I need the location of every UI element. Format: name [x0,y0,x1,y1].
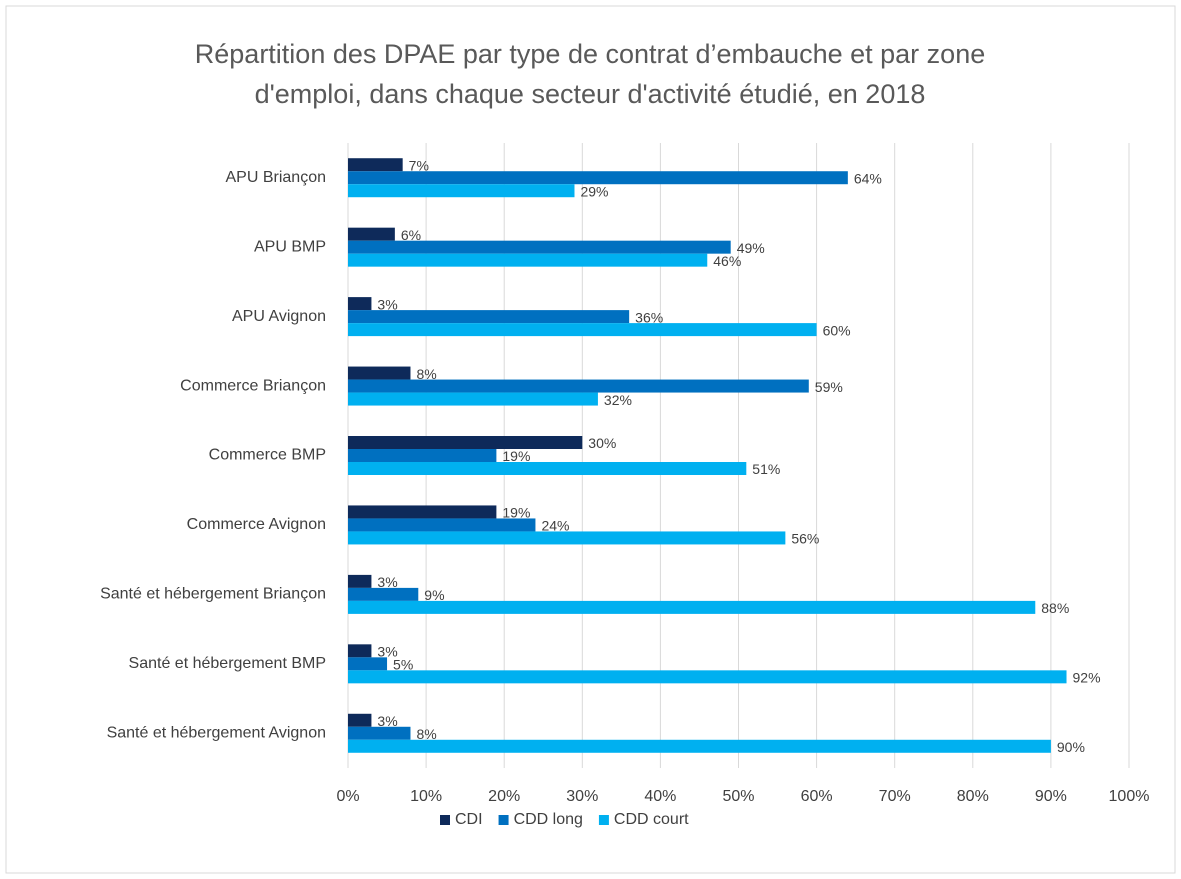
bar [348,587,419,601]
bar [348,436,583,449]
data-label: 36% [635,309,663,325]
bar [348,297,372,311]
data-label: 19% [502,448,530,464]
y-tick-label: Santé et hébergement Briançon [100,586,326,603]
bar [348,253,708,267]
legend-swatch [498,815,509,825]
x-tick-label: 50% [722,788,754,805]
data-label: 30% [588,435,616,451]
x-tick-label: 0% [336,788,359,805]
bar [348,657,388,671]
bar [348,366,411,380]
legend-label: CDD court [614,811,689,828]
data-label: 7% [409,157,429,173]
bar [348,158,403,172]
y-tick-label: Commerce Briançon [180,377,326,394]
y-tick-label: APU BMP [254,238,326,255]
bar [348,574,372,588]
data-label: 6% [401,227,421,243]
data-label: 3% [377,574,397,590]
data-label: 60% [823,322,851,338]
y-tick-label: Santé et hébergement Avignon [107,724,326,741]
x-tick-label: 80% [957,788,989,805]
legend-swatch [598,815,609,825]
bar [348,726,411,740]
x-tick-label: 10% [410,788,442,805]
bar [348,644,372,658]
data-label: 64% [854,170,882,186]
bar [348,531,786,545]
data-label: 59% [815,379,843,395]
chart-frame [5,5,1176,874]
bar [348,323,817,337]
bar [348,392,598,406]
bar [348,227,395,241]
data-label: 3% [377,296,397,312]
data-label: 9% [424,587,444,603]
legend-label: CDD long [514,811,583,828]
data-label: 92% [1073,670,1101,686]
legend-swatch [440,815,450,825]
bar [348,449,497,462]
bar [348,310,630,324]
data-label: 46% [713,253,741,269]
x-tick-label: 30% [566,788,598,805]
data-label: 56% [791,531,819,547]
bar [348,713,372,727]
legend-label: CDI [455,811,483,828]
bar [348,600,1036,614]
data-label: 32% [604,392,632,408]
x-tick-label: 20% [488,788,520,805]
bar [348,505,497,519]
y-tick-label: APU Avignon [232,308,326,325]
bar [348,171,848,185]
data-label: 3% [377,713,397,729]
y-tick-label: Commerce BMP [209,447,326,464]
data-label: 19% [502,505,530,521]
bar [348,379,809,393]
x-tick-label: 60% [801,788,833,805]
bar [348,240,731,254]
data-label: 88% [1041,600,1069,616]
bar [348,670,1067,684]
bar [348,462,747,475]
data-label: 5% [393,657,413,673]
data-label: 90% [1057,739,1085,755]
y-tick-label: APU Briançon [226,169,327,186]
data-label: 24% [541,518,569,534]
x-tick-label: 100% [1109,788,1150,805]
x-tick-label: 90% [1035,788,1067,805]
x-tick-label: 40% [644,788,676,805]
data-label: 3% [377,644,397,660]
data-label: 49% [737,240,765,256]
data-label: 29% [580,183,608,199]
data-label: 8% [416,366,436,382]
data-label: 51% [752,461,780,477]
y-tick-label: Santé et hébergement BMP [129,655,326,672]
bar [348,518,536,532]
y-tick-label: Commerce Avignon [187,516,326,533]
x-tick-label: 70% [879,788,911,805]
chart-title: Répartition des DPAE par type de contrat… [195,39,985,69]
bar [348,739,1051,753]
chart-title: d'emploi, dans chaque secteur d'activité… [255,79,926,109]
bar [348,184,575,198]
data-label: 8% [416,726,436,742]
